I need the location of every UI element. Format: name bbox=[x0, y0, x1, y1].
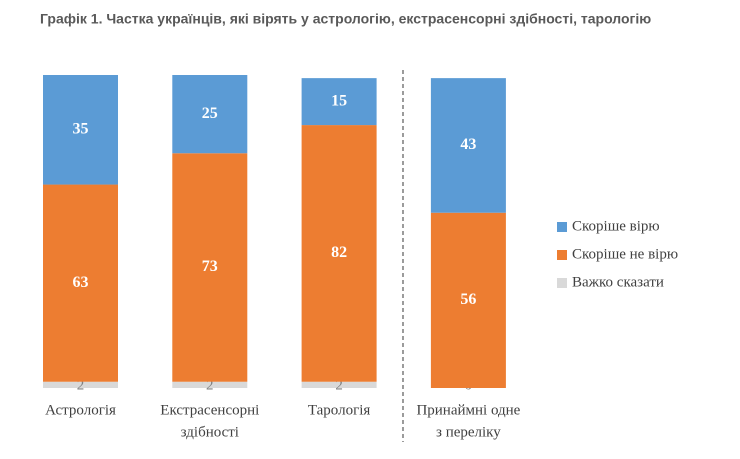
legend-label: Скоріше не вірю bbox=[572, 246, 678, 262]
bar-segment bbox=[430, 78, 506, 213]
data-label: 2 bbox=[77, 377, 85, 393]
bar-segment bbox=[43, 381, 118, 388]
bar-segment bbox=[301, 381, 377, 388]
legend-swatch bbox=[557, 222, 567, 232]
bar-segment bbox=[301, 78, 377, 126]
data-label: 73 bbox=[202, 258, 218, 275]
x-tick-label: Принаймні одне bbox=[416, 402, 520, 418]
legend-label: Важко сказати bbox=[572, 274, 664, 290]
data-label: 2 bbox=[206, 377, 214, 393]
data-label: 63 bbox=[73, 274, 89, 291]
bar-segment bbox=[43, 184, 118, 382]
data-label: 35 bbox=[73, 120, 89, 137]
bar-segment bbox=[301, 125, 377, 382]
data-label: 43 bbox=[460, 136, 476, 153]
legend-swatch bbox=[557, 250, 567, 260]
x-tick-label: з переліку bbox=[436, 424, 501, 440]
x-tick-label: здібності bbox=[181, 424, 239, 440]
bar-segment bbox=[172, 153, 248, 382]
bar-segment bbox=[430, 212, 506, 388]
bar-segment bbox=[43, 75, 118, 185]
chart-title: Графік 1. Частка українців, які вірять у… bbox=[40, 11, 651, 27]
data-label: 56 bbox=[460, 291, 476, 308]
bar-segment bbox=[172, 75, 248, 154]
data-label: 2 bbox=[335, 377, 343, 393]
legend-swatch bbox=[557, 278, 567, 288]
x-tick-label: Тарологія bbox=[308, 402, 371, 418]
data-label: 82 bbox=[331, 244, 347, 261]
x-tick-label: Астрологія bbox=[45, 402, 116, 418]
x-tick-label: Екстрасенсорні bbox=[160, 402, 259, 418]
bar-segment bbox=[172, 381, 248, 388]
legend-label: Скоріше вірю bbox=[572, 218, 660, 234]
data-label: 15 bbox=[331, 92, 347, 109]
data-label: 25 bbox=[202, 105, 218, 122]
